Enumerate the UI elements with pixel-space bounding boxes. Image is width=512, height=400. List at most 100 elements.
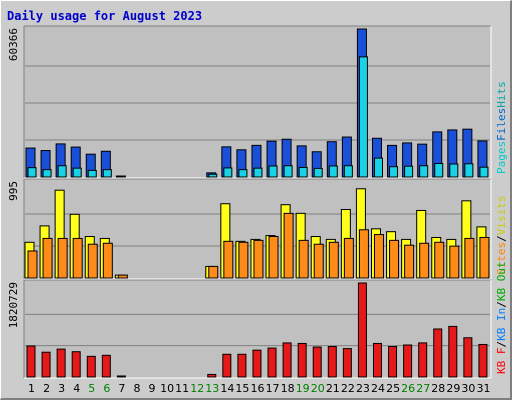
x-tick-label: 25 — [386, 382, 400, 395]
bar-sites — [464, 237, 475, 279]
x-tick-label: 10 — [160, 382, 174, 395]
x-tick-label: 14 — [220, 382, 234, 395]
bar-kbytes — [388, 346, 398, 378]
right-label-part: / — [495, 301, 508, 308]
bar-files — [358, 56, 368, 178]
x-tick-label: 1 — [28, 382, 35, 395]
bar-kbytes — [463, 337, 473, 378]
bar-sites — [419, 242, 430, 279]
right-label-part: / — [495, 341, 508, 348]
bar-kbytes — [207, 373, 217, 378]
x-tick-label: 6 — [103, 382, 110, 395]
bar-sites — [479, 236, 490, 279]
bar-kbytes — [41, 351, 51, 378]
x-tick-label: 20 — [311, 382, 325, 395]
right-series-label: PagesFilesHits — [495, 81, 508, 174]
x-tick-label: 28 — [431, 382, 445, 395]
x-tick-label: 16 — [251, 382, 265, 395]
bar-kbytes — [342, 348, 352, 378]
x-tick-label: 8 — [133, 382, 140, 395]
bar-kbytes — [372, 342, 382, 378]
bar-kbytes — [357, 282, 367, 378]
bar-files — [373, 157, 383, 178]
right-label-part: KB F — [495, 348, 508, 375]
x-tick-label: 23 — [356, 382, 370, 395]
right-label-part: Pages — [495, 141, 508, 174]
bar-files — [298, 166, 308, 178]
right-label-part: KB Out — [495, 261, 508, 301]
x-tick-label: 15 — [235, 382, 249, 395]
bar-sites — [434, 241, 445, 279]
x-tick-label: 3 — [58, 382, 65, 395]
bar-files — [313, 167, 323, 178]
bar-sites — [343, 237, 354, 279]
x-tick-label: 21 — [326, 382, 340, 395]
x-tick-label: 11 — [175, 382, 189, 395]
right-label-part: Sites — [495, 242, 508, 275]
x-tick-label: 4 — [73, 382, 80, 395]
bar-kbytes — [448, 325, 458, 378]
x-tick-label: 27 — [416, 382, 430, 395]
bar-kbytes — [116, 375, 126, 378]
bar-files — [283, 165, 293, 178]
x-tick-label: 31 — [476, 382, 490, 395]
right-label-part: Hits — [495, 81, 508, 108]
bar-files — [268, 165, 278, 178]
y-max-label: 1820729 — [7, 282, 20, 328]
x-tick-label: 7 — [118, 382, 125, 395]
bar-sites — [57, 237, 68, 279]
bar-kbytes — [297, 342, 307, 378]
bar-sites — [268, 236, 279, 279]
bar-files — [449, 163, 459, 178]
bar-kbytes — [403, 344, 413, 378]
right-series-label: Sites/Visits — [495, 196, 508, 276]
bar-kbytes — [418, 342, 428, 378]
bar-kbytes — [478, 343, 488, 378]
x-tick-label: 5 — [88, 382, 95, 395]
bar-files — [27, 167, 37, 178]
bar-files — [238, 169, 248, 178]
bar-files — [343, 165, 353, 178]
x-tick-label: 30 — [461, 382, 475, 395]
x-tick-label: 26 — [401, 382, 415, 395]
bar-kbytes — [433, 328, 443, 378]
bar-sites — [358, 229, 369, 279]
bar-sites — [208, 265, 219, 279]
bar-sites — [117, 274, 128, 279]
bar-sites — [253, 239, 264, 279]
x-tick-label: 13 — [205, 382, 219, 395]
bar-sites — [87, 243, 98, 279]
bar-sites — [298, 239, 309, 279]
chart-title: Daily usage for August 2023 — [7, 9, 203, 23]
right-label-part: / — [495, 235, 508, 242]
bar-kbytes — [101, 354, 111, 378]
bar-files — [464, 163, 474, 178]
bar-kbytes — [312, 346, 322, 378]
bar-sites — [328, 241, 339, 279]
bar-kbytes — [267, 347, 277, 378]
bar-sites — [389, 239, 400, 279]
x-tick-label: 17 — [266, 382, 280, 395]
bar-files — [87, 169, 97, 178]
right-label-part: Visits — [495, 196, 508, 236]
right-label-part: KB In — [495, 308, 508, 341]
bar-files — [328, 165, 338, 178]
bar-files — [72, 167, 82, 178]
bar-kbytes — [282, 342, 292, 378]
bar-kbytes — [237, 353, 247, 378]
bar-kbytes — [252, 349, 262, 378]
bar-files — [57, 165, 67, 178]
bar-kbytes — [56, 348, 66, 378]
x-tick-label: 2 — [43, 382, 50, 395]
x-tick-label: 18 — [281, 382, 295, 395]
bar-sites — [449, 245, 460, 279]
bar-sites — [102, 242, 113, 279]
bar-files — [434, 163, 444, 178]
x-tick-label: 19 — [296, 382, 310, 395]
bar-sites — [283, 212, 294, 279]
right-series-label: KB F/KB In/KB Out — [495, 261, 508, 374]
bar-kbytes — [222, 353, 232, 378]
bar-files — [419, 165, 429, 178]
bar-sites — [42, 237, 53, 279]
bar-sites — [223, 240, 234, 279]
